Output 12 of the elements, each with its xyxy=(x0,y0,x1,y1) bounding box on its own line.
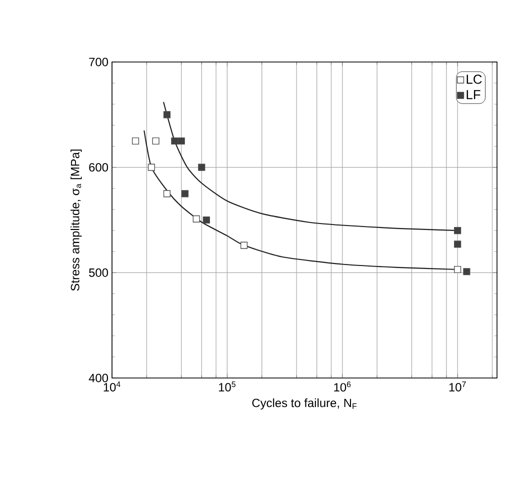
y-tick-label: 400 xyxy=(88,374,108,382)
x-tick-label: 10$^{5}$ xyxy=(218,382,236,392)
legend-label: LC xyxy=(466,74,482,84)
y-tick-label: 500 xyxy=(89,268,108,277)
y-tick-label: 600 xyxy=(89,163,108,172)
x-tick-label: 10$^{6}$ xyxy=(334,382,351,392)
x-tick-label: 10$^{7}$ xyxy=(449,382,466,392)
y-axis-title: Stress amplitude, σ$_{a}$ [MPa] xyxy=(70,150,82,291)
y-tick-label: 700 xyxy=(89,58,108,66)
x-tick-label: 10$^{4}$ xyxy=(104,382,120,392)
x-axis-title: Cycles to failure, N$_{F}$ xyxy=(252,398,357,410)
legend-label: LF xyxy=(466,90,480,100)
